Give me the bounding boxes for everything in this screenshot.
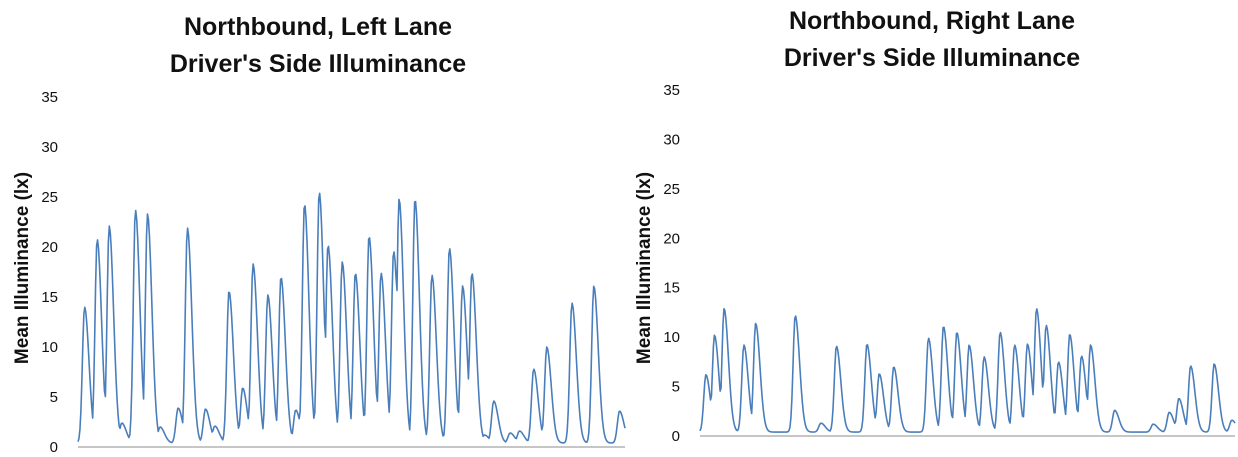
right-lane-chart-title: Northbound, Right Lane Driver's Side Illu… (784, 7, 1080, 72)
right-lane-illuminance-series-line (699, 307, 1236, 433)
right-lane-ytick-0: 0 (672, 428, 680, 445)
left-lane-y-axis-label: Mean Illuminance (lx) (12, 172, 33, 364)
right-lane-ytick-20: 20 (663, 230, 680, 247)
left-lane-title-line-2: Driver's Side Illuminance (170, 50, 466, 78)
right-lane-chart: Northbound, Right Lane Driver's Side Illu… (634, 7, 1236, 445)
left-lane-ytick-35: 35 (41, 89, 58, 106)
right-lane-y-axis-label: Mean Illuminance (lx) (634, 172, 655, 364)
left-lane-ytick-25: 25 (41, 189, 58, 206)
left-lane-title-line-1: Northbound, Left Lane (184, 13, 452, 41)
left-lane-ytick-10: 10 (41, 339, 58, 356)
right-lane-title-line-2: Driver's Side Illuminance (784, 44, 1080, 72)
right-lane-ytick-30: 30 (663, 131, 680, 148)
left-lane-ytick-5: 5 (50, 389, 58, 406)
right-lane-ytick-5: 5 (672, 379, 680, 396)
left-lane-chart-title: Northbound, Left Lane Driver's Side Illum… (170, 13, 466, 78)
right-lane-ytick-25: 25 (663, 181, 680, 198)
right-lane-ytick-35: 35 (663, 82, 680, 99)
right-lane-title-line-1: Northbound, Right Lane (789, 7, 1075, 35)
right-lane-ytick-15: 15 (663, 280, 680, 297)
left-lane-ytick-15: 15 (41, 289, 58, 306)
left-lane-illuminance-series-line (77, 192, 626, 444)
left-lane-ytick-0: 0 (50, 439, 58, 456)
left-lane-chart: Northbound, Left Lane Driver's Side Illum… (12, 13, 626, 456)
right-lane-ytick-10: 10 (663, 329, 680, 346)
left-lane-ytick-30: 30 (41, 139, 58, 156)
left-lane-ytick-20: 20 (41, 239, 58, 256)
